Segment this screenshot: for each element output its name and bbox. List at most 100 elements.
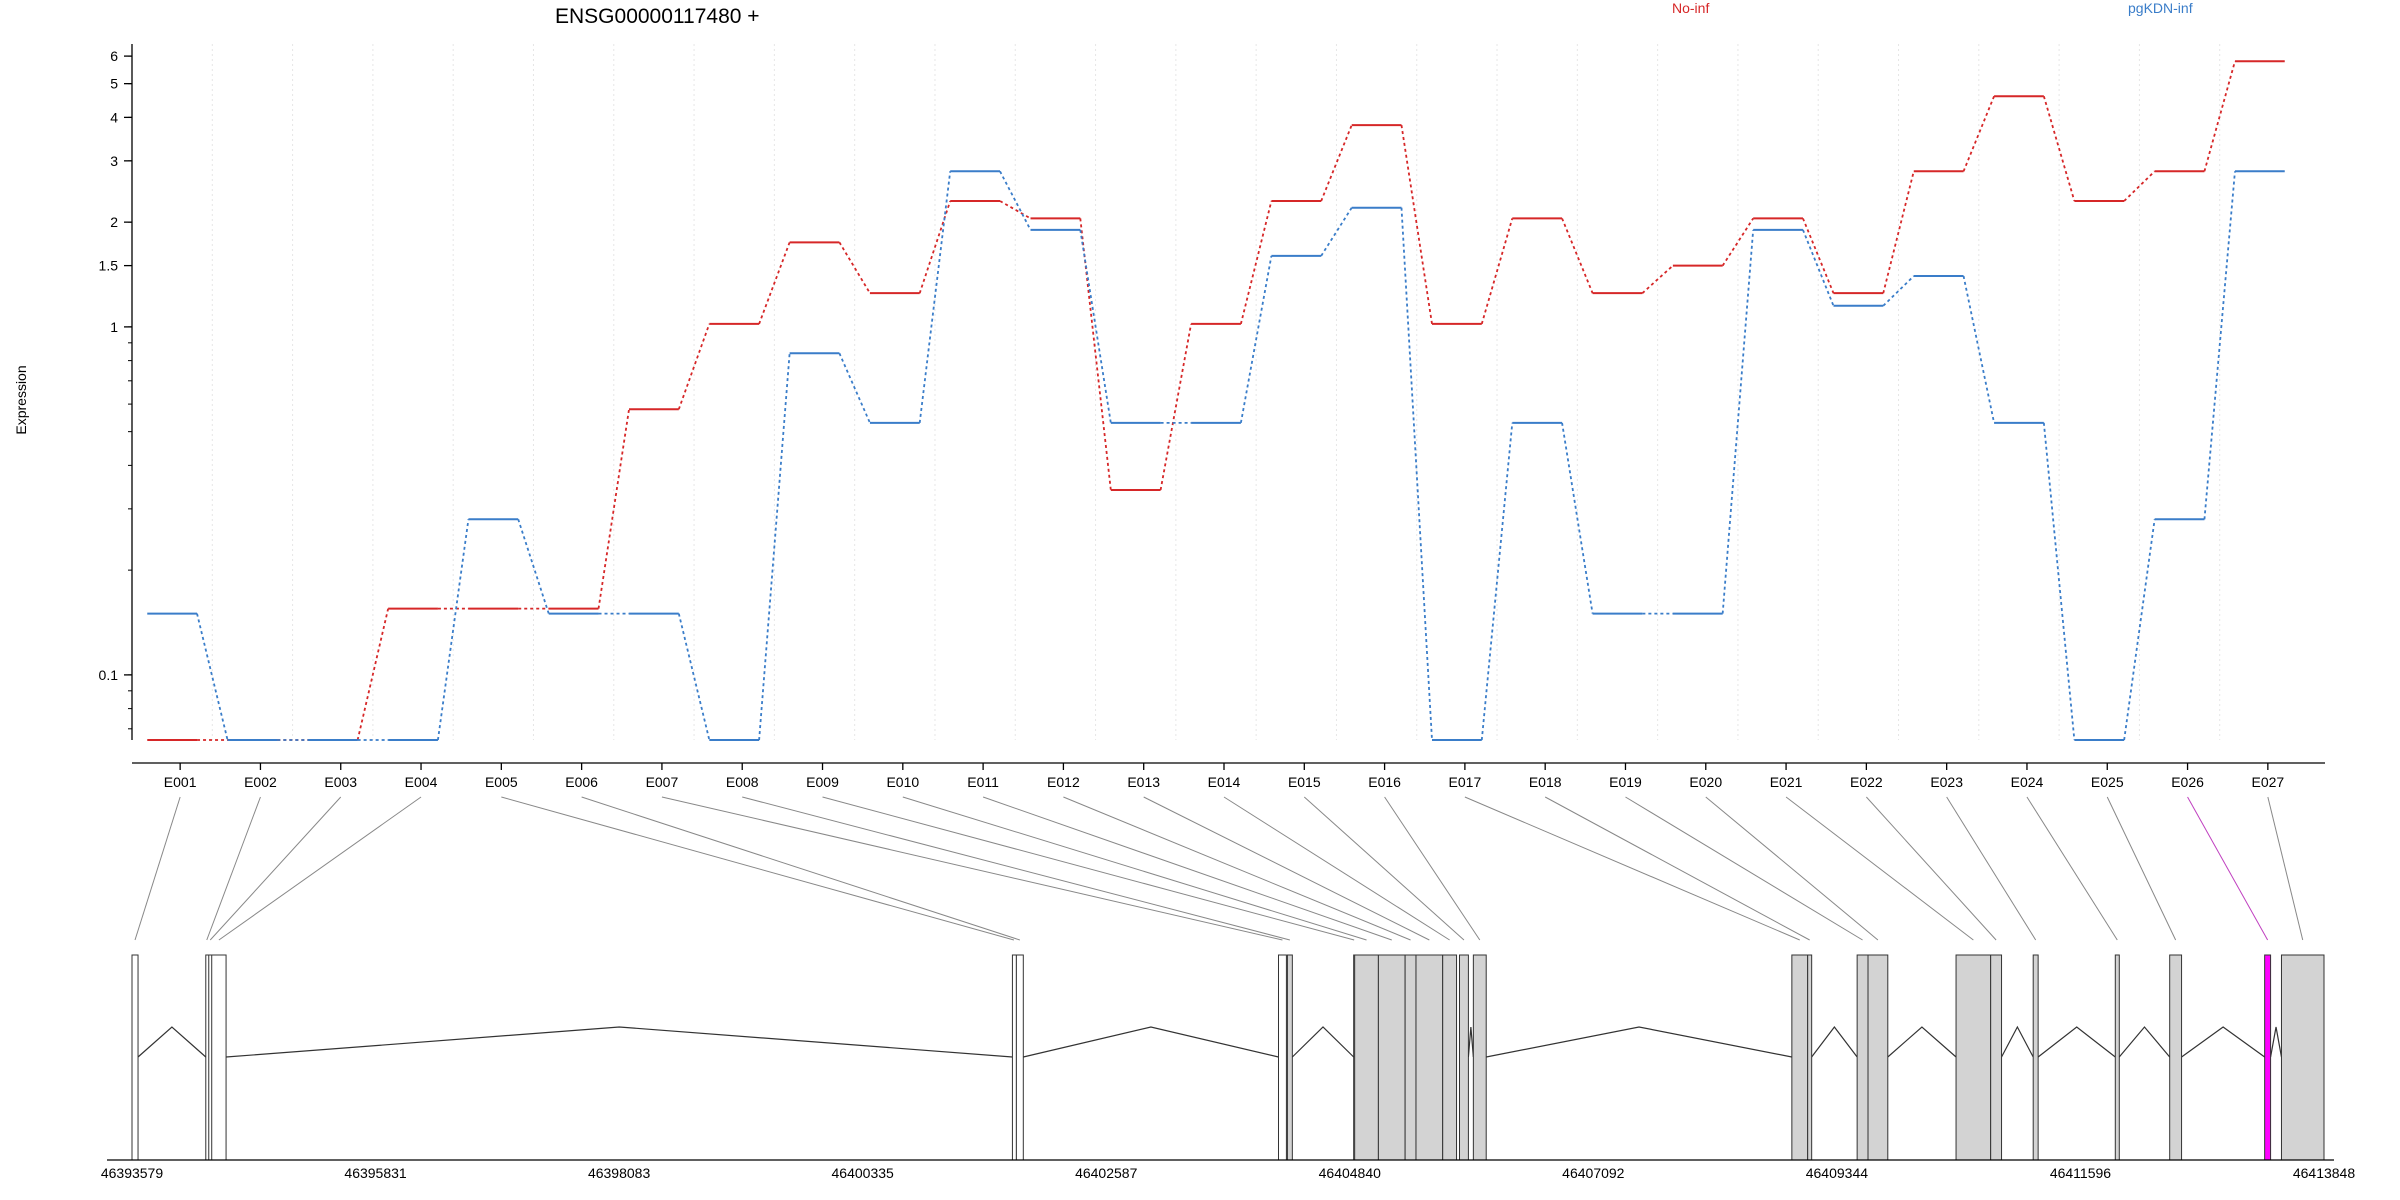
exon-connector <box>1544 796 1810 941</box>
series-connector <box>597 409 630 609</box>
exon-block-e006 <box>1015 954 1024 1161</box>
exon-connector <box>2026 796 2118 941</box>
series-connector <box>1802 218 1835 294</box>
exon-connector <box>1063 796 1411 941</box>
exon-connector <box>209 796 342 941</box>
exon-connector <box>501 796 1015 941</box>
exon-connector <box>1946 796 2037 941</box>
intron-line <box>2269 1026 2283 1058</box>
series-connector <box>1480 218 1514 325</box>
x-tick-label: E023 <box>1930 774 1963 790</box>
exon-connector <box>1785 796 1974 941</box>
genomic-tick-label: 46395831 <box>344 1165 407 1181</box>
x-tick-label: E001 <box>164 774 197 790</box>
x-tick-label: E020 <box>1689 774 1722 790</box>
exon-connector <box>1303 796 1465 941</box>
x-tick-label: E016 <box>1368 774 1401 790</box>
exon-block-e025 <box>2169 954 2183 1161</box>
gene-model <box>131 954 2325 1161</box>
y-tick-label: 3 <box>110 153 118 169</box>
series-connector <box>758 242 791 325</box>
vertical-grid <box>211 44 2221 740</box>
intron-line <box>1811 1026 1858 1058</box>
exon-connector <box>218 796 422 941</box>
genomic-tick-label: 46411596 <box>2050 1165 2111 1181</box>
exon-connector <box>742 796 1290 941</box>
exon-block-e008 <box>1286 954 1293 1161</box>
x-tick-label: E014 <box>1208 774 1241 790</box>
x-tick-label: E013 <box>1127 774 1160 790</box>
y-tick-label: 5 <box>110 76 118 92</box>
intron-line <box>2181 1026 2266 1058</box>
series-connector <box>838 241 871 294</box>
genomic-tick-label: 46407092 <box>1562 1165 1625 1181</box>
series-connector <box>677 323 711 410</box>
genomic-tick-label: 46402587 <box>1075 1165 1138 1181</box>
intron-line <box>1023 1026 1279 1058</box>
legend-pgkdn-inf: pgKDN-inf <box>2128 0 2193 16</box>
x-tick-label: E015 <box>1288 774 1321 790</box>
series-connector <box>999 170 1032 231</box>
series-connector <box>437 519 470 741</box>
series-lines <box>147 60 2285 741</box>
exon-block-e010 <box>1354 954 1379 1161</box>
exon-connector <box>1625 796 1863 941</box>
exon-block-e001 <box>131 954 139 1161</box>
exon-block-e022 <box>1990 954 2003 1161</box>
x-tick-label: E024 <box>2011 774 2044 790</box>
intron-line <box>1486 1026 1792 1058</box>
series-connector <box>1561 422 1594 614</box>
exon-connector <box>822 796 1355 941</box>
series-connector <box>918 171 952 423</box>
exon-connector <box>902 796 1367 941</box>
exon-block-e015 <box>1459 954 1469 1161</box>
exon-connector <box>581 796 1020 941</box>
y-tick-label: 1.5 <box>99 258 119 274</box>
x-axis: E001 E002 E003 E004 E005 E006 E007 E008 E009 E010… <box>132 762 2325 790</box>
exon-connector <box>1464 796 1800 941</box>
x-tick-label: E010 <box>886 774 919 790</box>
intron-line <box>1291 1026 1355 1058</box>
genomic-tick-label: 46413848 <box>2293 1165 2356 1181</box>
exon-block-e011 <box>1377 954 1406 1161</box>
legend-no-inf: No-inf <box>1672 0 1709 16</box>
exon-block-e027 <box>2280 954 2325 1161</box>
exon-block-e007 <box>1277 954 1287 1161</box>
series-connector <box>2042 422 2076 741</box>
series-connector <box>1480 422 1514 741</box>
series-connector <box>356 608 390 741</box>
genomic-coordinate-axis: 46393579 46395831 46398083 46400335 46402587… <box>101 1159 2356 1181</box>
exon-block-e014 <box>1442 954 1458 1161</box>
x-tick-label: E005 <box>485 774 518 790</box>
x-tick-label: E026 <box>2171 774 2204 790</box>
exon-connector <box>982 796 1392 941</box>
exon-connector <box>2106 796 2177 941</box>
exon-connector <box>206 796 261 941</box>
series-connector <box>2042 96 2076 202</box>
x-tick-label: E007 <box>646 774 679 790</box>
series-connector <box>1962 275 1995 424</box>
x-tick-label: E022 <box>1850 774 1883 790</box>
x-tick-label: E018 <box>1529 774 1562 790</box>
genomic-tick-label: 46400335 <box>832 1165 895 1181</box>
series-connector <box>517 519 550 614</box>
exon-connector <box>1223 796 1450 941</box>
exon-connector <box>2267 796 2304 941</box>
series-connector <box>2123 519 2156 741</box>
series-connector <box>1159 323 1192 491</box>
exon-block-e004 <box>211 954 227 1161</box>
genomic-tick-label: 46409344 <box>1806 1165 1869 1181</box>
y-axis: 0.1 1 1.5 2 3 4 5 6 <box>99 44 133 740</box>
series-connector <box>1561 218 1594 294</box>
x-tick-label: E027 <box>2252 774 2285 790</box>
exon-block-e024 <box>2114 954 2120 1161</box>
series-connector <box>2203 60 2236 172</box>
exon-block-e020 <box>1867 954 1889 1161</box>
genomic-tick-label: 46393579 <box>101 1165 164 1181</box>
exon-connector <box>134 796 181 941</box>
exon-block-e017 <box>1791 954 1809 1161</box>
exon-block-e016 <box>1472 954 1487 1161</box>
series-connector <box>677 613 711 741</box>
exon-connector <box>1705 796 1879 941</box>
x-tick-label: E017 <box>1449 774 1482 790</box>
